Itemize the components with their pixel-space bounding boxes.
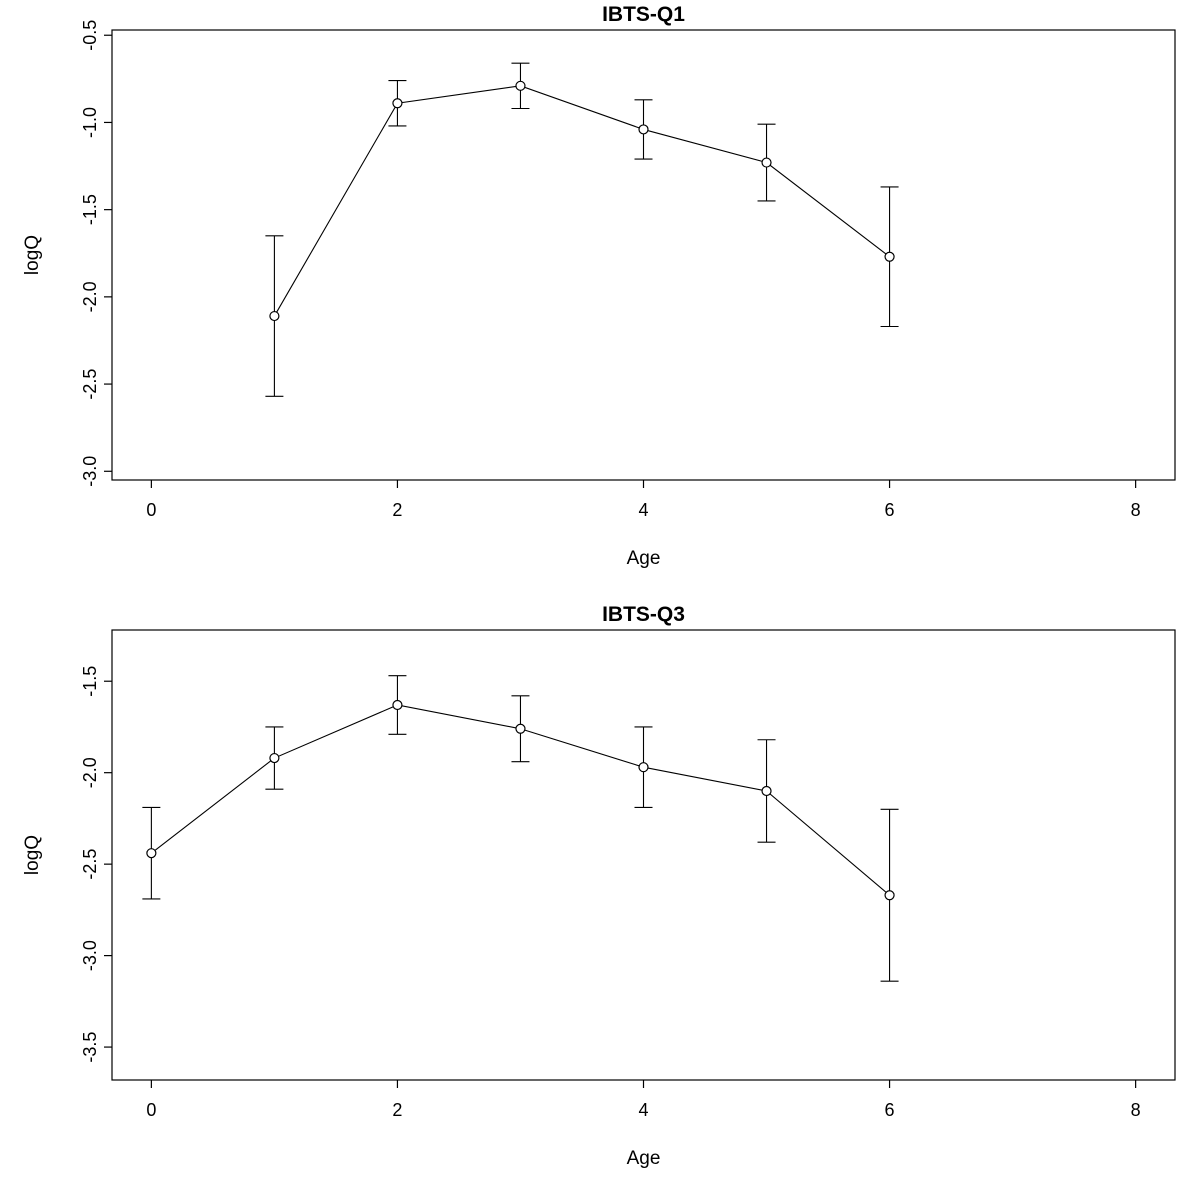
y-axis-tick-label: -2.0 (80, 757, 100, 788)
y-axis-tick-label: -3.5 (80, 1032, 100, 1063)
y-axis-label: logQ (22, 235, 43, 275)
chart-ibts-q3-svg: 0 2 4 6 8 -3.5 -3.0 -2.5 -2.0 -1.5 IBTS-Q3 Age logQ (22, 603, 1176, 1169)
chart-title: IBTS-Q3 (602, 603, 685, 626)
y-axis-tick-label: -1.5 (80, 194, 100, 225)
data-point-marker (884, 251, 895, 262)
y-axis-tick-label: -2.5 (80, 369, 100, 400)
plot-box (111, 629, 1176, 1081)
chart-ibts-q3: 0 2 4 6 8 -3.5 -3.0 -2.5 -2.0 -1.5 IBTS-Q3 Age logQ (0, 600, 1200, 1200)
x-axis-tick-label: 2 (392, 1100, 402, 1120)
y-axis-tick-label: -1.5 (80, 666, 100, 697)
x-axis-tick-label: 6 (885, 500, 895, 520)
y-axis-label: logQ (22, 835, 43, 875)
data-point-marker (884, 890, 895, 901)
data-point-marker (515, 723, 526, 734)
data-point-marker (392, 699, 403, 711)
x-axis-tick-label: 8 (1131, 500, 1141, 520)
x-axis-tick-label: 0 (146, 1100, 156, 1120)
y-axis-tick-label: -2.5 (80, 849, 100, 880)
x-axis-label: Age (627, 548, 661, 569)
x-axis-tick-label: 4 (638, 1100, 648, 1120)
y-axis-tick-label: -1.0 (80, 107, 100, 138)
data-point-marker (146, 848, 157, 859)
y-axis-tick-label: -0.5 (80, 20, 100, 51)
data-point-marker (761, 785, 772, 797)
data-point-marker (515, 80, 526, 91)
data-point-marker (638, 762, 649, 773)
x-axis-tick-label: 0 (146, 500, 156, 520)
plot-box (111, 29, 1176, 481)
chart-title: IBTS-Q1 (602, 3, 685, 26)
x-axis-tick-label: 4 (638, 500, 648, 520)
data-point-marker (269, 310, 280, 322)
chart-ibts-q1-svg: 0 2 4 6 8 -3.0 -2.5 -2.0 -1.5 -1.0 -0.5 IBTS-Q1 Age l… (22, 3, 1176, 569)
x-axis-tick-label: 2 (392, 500, 402, 520)
x-axis-label: Age (627, 1148, 661, 1169)
series-line (273, 85, 890, 317)
y-axis-tick-label: -2.0 (80, 281, 100, 312)
chart-ibts-q1: 0 2 4 6 8 -3.0 -2.5 -2.0 -1.5 -1.0 -0.5 IBTS-Q1 Age l… (22, 3, 1176, 569)
x-axis-tick-label: 8 (1131, 1100, 1141, 1120)
data-point-marker (269, 752, 280, 764)
y-axis-tick-label: -3.0 (80, 456, 100, 487)
x-axis-tick-label: 6 (885, 1100, 895, 1120)
data-point-marker (638, 124, 649, 135)
data-point-marker (761, 157, 772, 168)
y-axis-tick-label: -3.0 (80, 940, 100, 971)
data-point-marker (392, 98, 403, 109)
